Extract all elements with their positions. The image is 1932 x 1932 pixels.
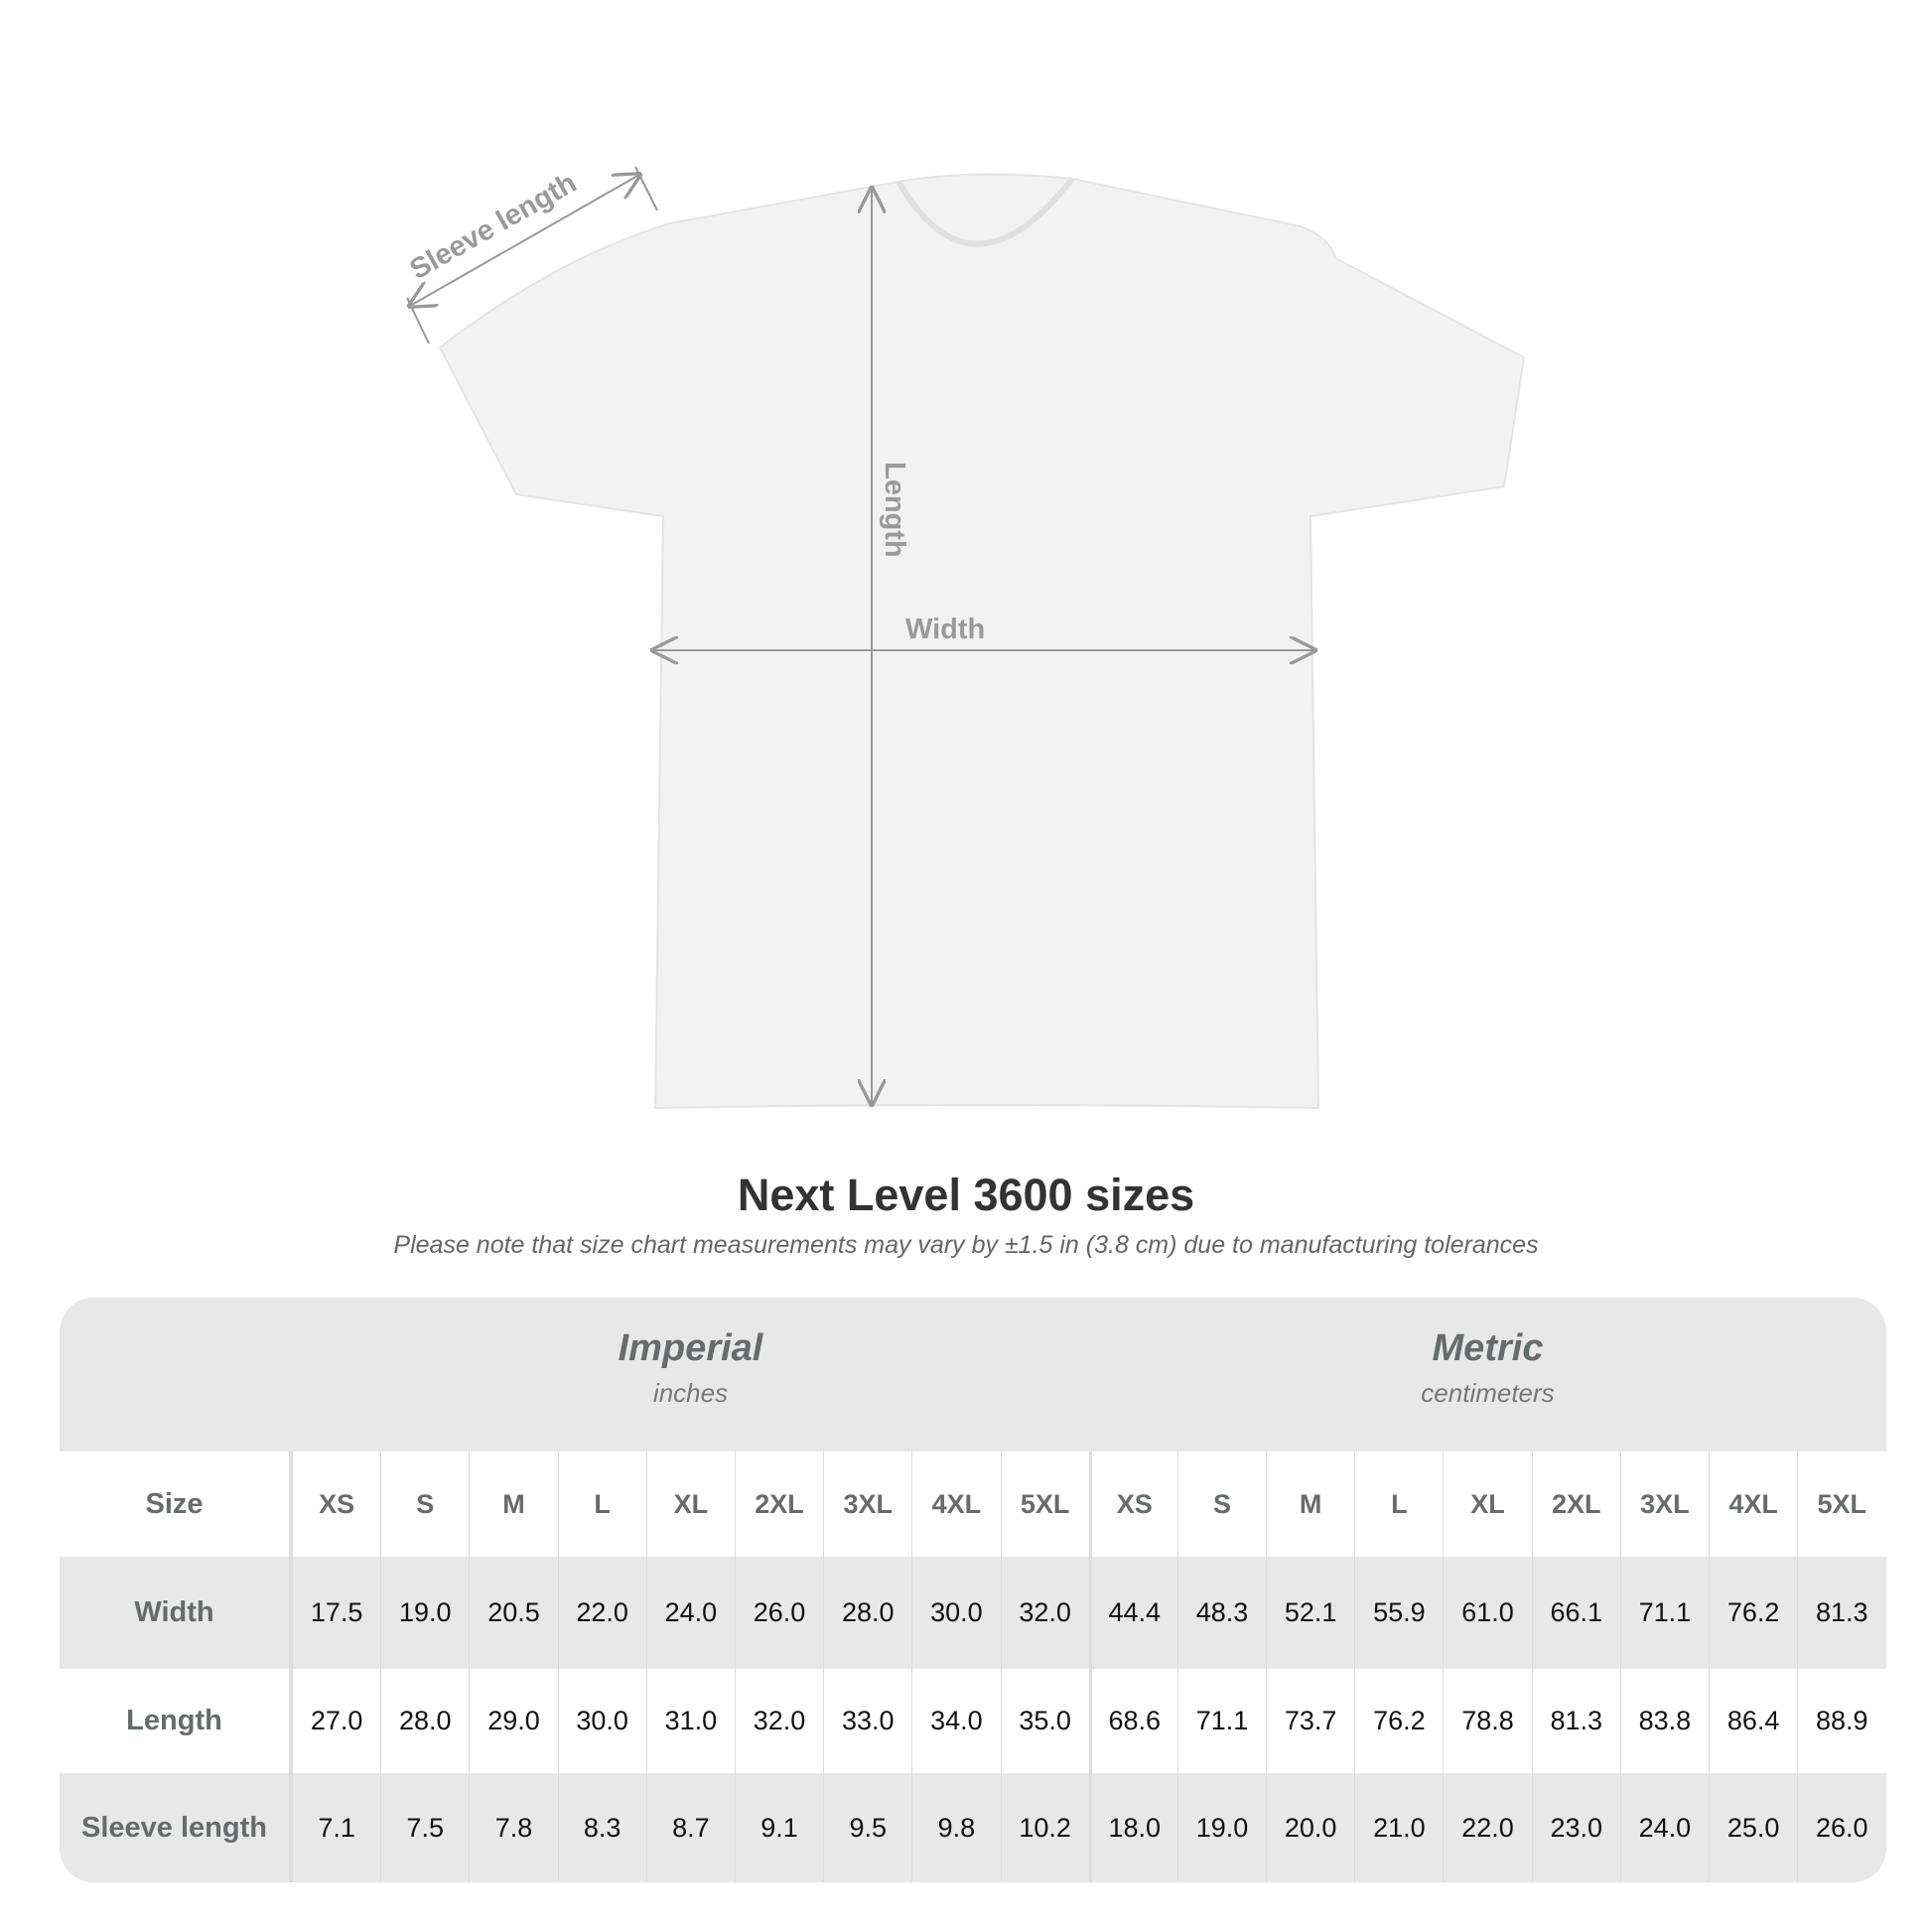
metric-value-cell: 88.9 bbox=[1797, 1669, 1885, 1773]
metric-value-cell: 83.8 bbox=[1619, 1669, 1709, 1773]
imperial-size-2xl: 2XL bbox=[734, 1451, 823, 1557]
metric-value-cell: 52.1 bbox=[1266, 1557, 1354, 1669]
imperial-value-cell: 22.0 bbox=[557, 1557, 646, 1669]
metric-value-cell: 21.0 bbox=[1354, 1773, 1443, 1882]
metric-value-cell: 55.9 bbox=[1354, 1557, 1443, 1669]
metric-value-cell: 73.7 bbox=[1266, 1669, 1354, 1773]
metric-value-cell: 44.4 bbox=[1088, 1557, 1177, 1669]
imperial-value-cell: 35.0 bbox=[1000, 1669, 1089, 1773]
row-label: Width bbox=[60, 1557, 292, 1669]
imperial-value-cell: 34.0 bbox=[911, 1669, 1000, 1773]
imperial-value-cell: 8.3 bbox=[557, 1773, 646, 1882]
tshirt-diagram: Sleeve length Length Width bbox=[0, 166, 1526, 1110]
sleeve-length-row: Sleeve length 7.1 7.5 7.8 8.3 8.7 9.1 9.5 9.8 10.… bbox=[60, 1773, 1886, 1882]
imperial-size-3xl: 3XL bbox=[823, 1451, 911, 1557]
metric-value-cell: 86.4 bbox=[1709, 1669, 1797, 1773]
tolerance-note: Please note that size chart measurements… bbox=[393, 1231, 1539, 1259]
metric-value-cell: 81.3 bbox=[1797, 1557, 1885, 1669]
row-label: Length bbox=[60, 1669, 292, 1773]
metric-value-cell: 66.1 bbox=[1531, 1557, 1620, 1669]
imperial-size-xl: XL bbox=[645, 1451, 735, 1557]
metric-size-xs: XS bbox=[1088, 1451, 1177, 1557]
length-label: Length bbox=[879, 462, 910, 558]
row-label: Sleeve length bbox=[60, 1773, 292, 1882]
imperial-value-cell: 10.2 bbox=[1000, 1773, 1089, 1882]
imperial-value-cell: 30.0 bbox=[911, 1557, 1000, 1669]
metric-value-cell: 81.3 bbox=[1531, 1669, 1620, 1773]
width-row: Width 17.5 19.0 20.5 22.0 24.0 26.0 28.0 30.0 32.… bbox=[60, 1557, 1886, 1669]
metric-size-xl: XL bbox=[1443, 1451, 1531, 1557]
metric-value-cell: 18.0 bbox=[1088, 1773, 1177, 1882]
sleeve-measure-line bbox=[410, 175, 639, 306]
size-chart-table: Imperial inches Metric centimeters Size X… bbox=[60, 1298, 1886, 1882]
metric-size-l: L bbox=[1354, 1451, 1443, 1557]
metric-value-cell: 22.0 bbox=[1443, 1773, 1531, 1882]
metric-value-cell: 76.2 bbox=[1354, 1669, 1443, 1773]
metric-value-cell: 19.0 bbox=[1176, 1773, 1266, 1882]
imperial-value-cell: 30.0 bbox=[557, 1669, 646, 1773]
imperial-value-cell: 9.5 bbox=[823, 1773, 911, 1882]
imperial-value-cell: 9.1 bbox=[734, 1773, 823, 1882]
imperial-size-s: S bbox=[380, 1451, 469, 1557]
metric-value-cell: 26.0 bbox=[1797, 1773, 1885, 1882]
metric-size-3xl: 3XL bbox=[1619, 1451, 1709, 1557]
sleeve-length-label: Sleeve length bbox=[405, 167, 582, 286]
size-header-label: Size bbox=[60, 1451, 292, 1557]
metric-size-5xl: 5XL bbox=[1797, 1451, 1885, 1557]
size-row: Size XS S M L XL 2XL 3XL 4XL 5XL XS S M L XL 2XL 3XL 4XL 5… bbox=[60, 1451, 1886, 1557]
metric-value-cell: 48.3 bbox=[1176, 1557, 1266, 1669]
metric-size-2xl: 2XL bbox=[1531, 1451, 1620, 1557]
metric-title: Metric bbox=[1432, 1327, 1544, 1369]
sleeve-tick bbox=[634, 166, 658, 211]
imperial-title: Imperial bbox=[618, 1327, 763, 1369]
metric-unit: centimeters bbox=[1421, 1378, 1555, 1408]
page-title: Next Level 3600 sizes bbox=[737, 1170, 1195, 1220]
imperial-value-cell: 7.5 bbox=[380, 1773, 469, 1882]
metric-value-cell: 25.0 bbox=[1709, 1773, 1797, 1882]
sleeve-tick bbox=[406, 297, 430, 345]
metric-value-cell: 71.1 bbox=[1619, 1557, 1709, 1669]
imperial-size-xs: XS bbox=[292, 1451, 380, 1557]
metric-value-cell: 78.8 bbox=[1443, 1669, 1531, 1773]
imperial-value-cell: 31.0 bbox=[645, 1669, 735, 1773]
imperial-size-5xl: 5XL bbox=[1000, 1451, 1089, 1557]
length-row: Length 27.0 28.0 29.0 30.0 31.0 32.0 33.0 34.0 35… bbox=[60, 1669, 1886, 1773]
metric-value-cell: 71.1 bbox=[1176, 1669, 1266, 1773]
imperial-value-cell: 19.0 bbox=[380, 1557, 469, 1669]
collar bbox=[896, 177, 1075, 247]
metric-value-cell: 61.0 bbox=[1443, 1557, 1531, 1669]
imperial-value-cell: 20.5 bbox=[469, 1557, 557, 1669]
metric-value-cell: 68.6 bbox=[1088, 1669, 1177, 1773]
metric-size-s: S bbox=[1176, 1451, 1266, 1557]
imperial-value-cell: 32.0 bbox=[734, 1669, 823, 1773]
metric-size-4xl: 4XL bbox=[1709, 1451, 1797, 1557]
metric-value-cell: 23.0 bbox=[1531, 1773, 1620, 1882]
imperial-value-cell: 24.0 bbox=[645, 1557, 735, 1669]
imperial-value-cell: 7.8 bbox=[469, 1773, 557, 1882]
imperial-size-l: L bbox=[557, 1451, 646, 1557]
imperial-value-cell: 28.0 bbox=[380, 1669, 469, 1773]
imperial-value-cell: 26.0 bbox=[734, 1557, 823, 1669]
imperial-value-cell: 17.5 bbox=[292, 1557, 380, 1669]
imperial-size-4xl: 4XL bbox=[911, 1451, 1000, 1557]
metric-value-cell: 24.0 bbox=[1619, 1773, 1709, 1882]
metric-header: Metric centimeters bbox=[1089, 1298, 1886, 1451]
metric-value-cell: 20.0 bbox=[1266, 1773, 1354, 1882]
imperial-value-cell: 33.0 bbox=[823, 1669, 911, 1773]
imperial-value-cell: 29.0 bbox=[469, 1669, 557, 1773]
imperial-value-cell: 7.1 bbox=[292, 1773, 380, 1882]
imperial-value-cell: 9.8 bbox=[911, 1773, 1000, 1882]
imperial-value-cell: 27.0 bbox=[292, 1669, 380, 1773]
imperial-value-cell: 32.0 bbox=[1000, 1557, 1089, 1669]
imperial-unit: inches bbox=[652, 1378, 729, 1408]
metric-size-m: M bbox=[1266, 1451, 1354, 1557]
imperial-value-cell: 28.0 bbox=[823, 1557, 911, 1669]
imperial-header: Imperial inches bbox=[292, 1298, 1089, 1451]
imperial-value-cell: 8.7 bbox=[645, 1773, 735, 1882]
width-label: Width bbox=[905, 614, 985, 645]
metric-value-cell: 76.2 bbox=[1709, 1557, 1797, 1669]
imperial-size-m: M bbox=[469, 1451, 557, 1557]
